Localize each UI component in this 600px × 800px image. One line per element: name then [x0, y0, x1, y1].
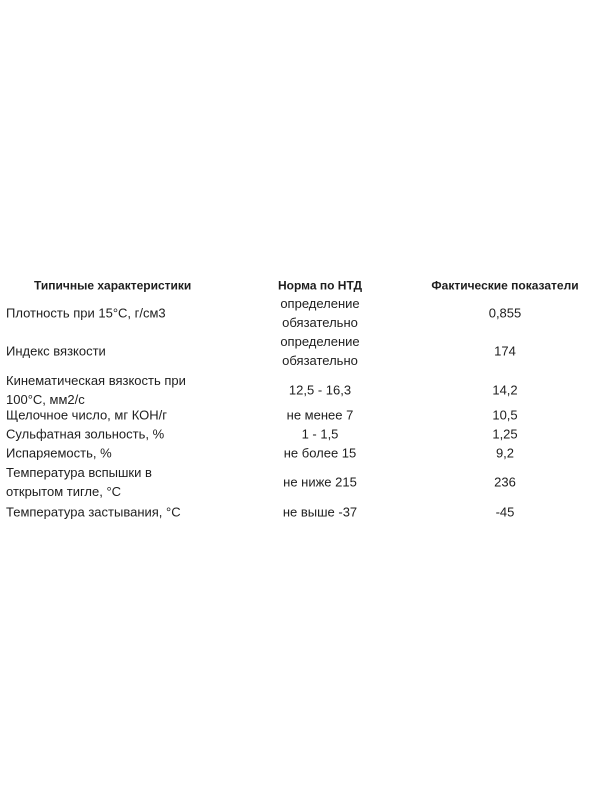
cell-norm: 1 - 1,5 [301, 426, 339, 441]
table-row: Температура застывания, °C не выше -37 -… [0, 502, 600, 521]
cell-actual: -45 [495, 504, 515, 519]
table-row: Испаряемость, % не более 15 9,2 [0, 443, 600, 462]
header-norm: Норма по НТД [277, 278, 363, 292]
table-row: Сульфатная зольность, % 1 - 1,5 1,25 [0, 424, 600, 443]
cell-property: Испаряемость, % [6, 445, 112, 460]
cell-actual: 0,855 [488, 305, 522, 321]
cell-property: Плотность при 15°C, г/см3 [6, 305, 166, 321]
cell-property: Индекс вязкости [6, 343, 106, 359]
table-row: Щелочное число, мг КОН/г не менее 7 10,5 [0, 405, 600, 424]
cell-norm: определение обязательно [280, 296, 360, 330]
cell-actual: 1,25 [492, 426, 518, 441]
cell-norm: не более 15 [283, 445, 357, 460]
header-property: Типичные характеристики [34, 278, 192, 292]
cell-property: Сульфатная зольность, % [6, 426, 165, 441]
cell-actual: 236 [494, 474, 516, 490]
cell-actual: 174 [494, 343, 516, 359]
table-row: Плотность при 15°C, г/см3 определение об… [0, 294, 600, 332]
cell-property: Температура застывания, °C [6, 504, 181, 519]
cell-norm: не ниже 215 [283, 474, 357, 490]
cell-property: Температура вспышки в открытом тигле, °C [6, 465, 152, 499]
cell-actual: 14,2 [492, 382, 518, 398]
table-header: Типичные характеристики Норма по НТД Фак… [0, 276, 600, 295]
header-actual: Фактические показатели [431, 278, 579, 292]
cell-actual: 9,2 [495, 445, 515, 460]
cell-norm: определение обязательно [280, 334, 360, 368]
cell-norm: не выше -37 [282, 504, 358, 519]
table-row: Кинематическая вязкость при 100°C, мм2/с… [0, 371, 600, 409]
table-row: Индекс вязкости определение обязательно … [0, 332, 600, 370]
cell-norm: не менее 7 [286, 407, 354, 422]
cell-property: Щелочное число, мг КОН/г [6, 407, 167, 422]
cell-actual: 10,5 [492, 407, 518, 422]
cell-norm: 12,5 - 16,3 [288, 382, 352, 398]
cell-property: Кинематическая вязкость при 100°C, мм2/с [6, 373, 186, 407]
table-row: Температура вспышки в открытом тигле, °C… [0, 463, 600, 501]
